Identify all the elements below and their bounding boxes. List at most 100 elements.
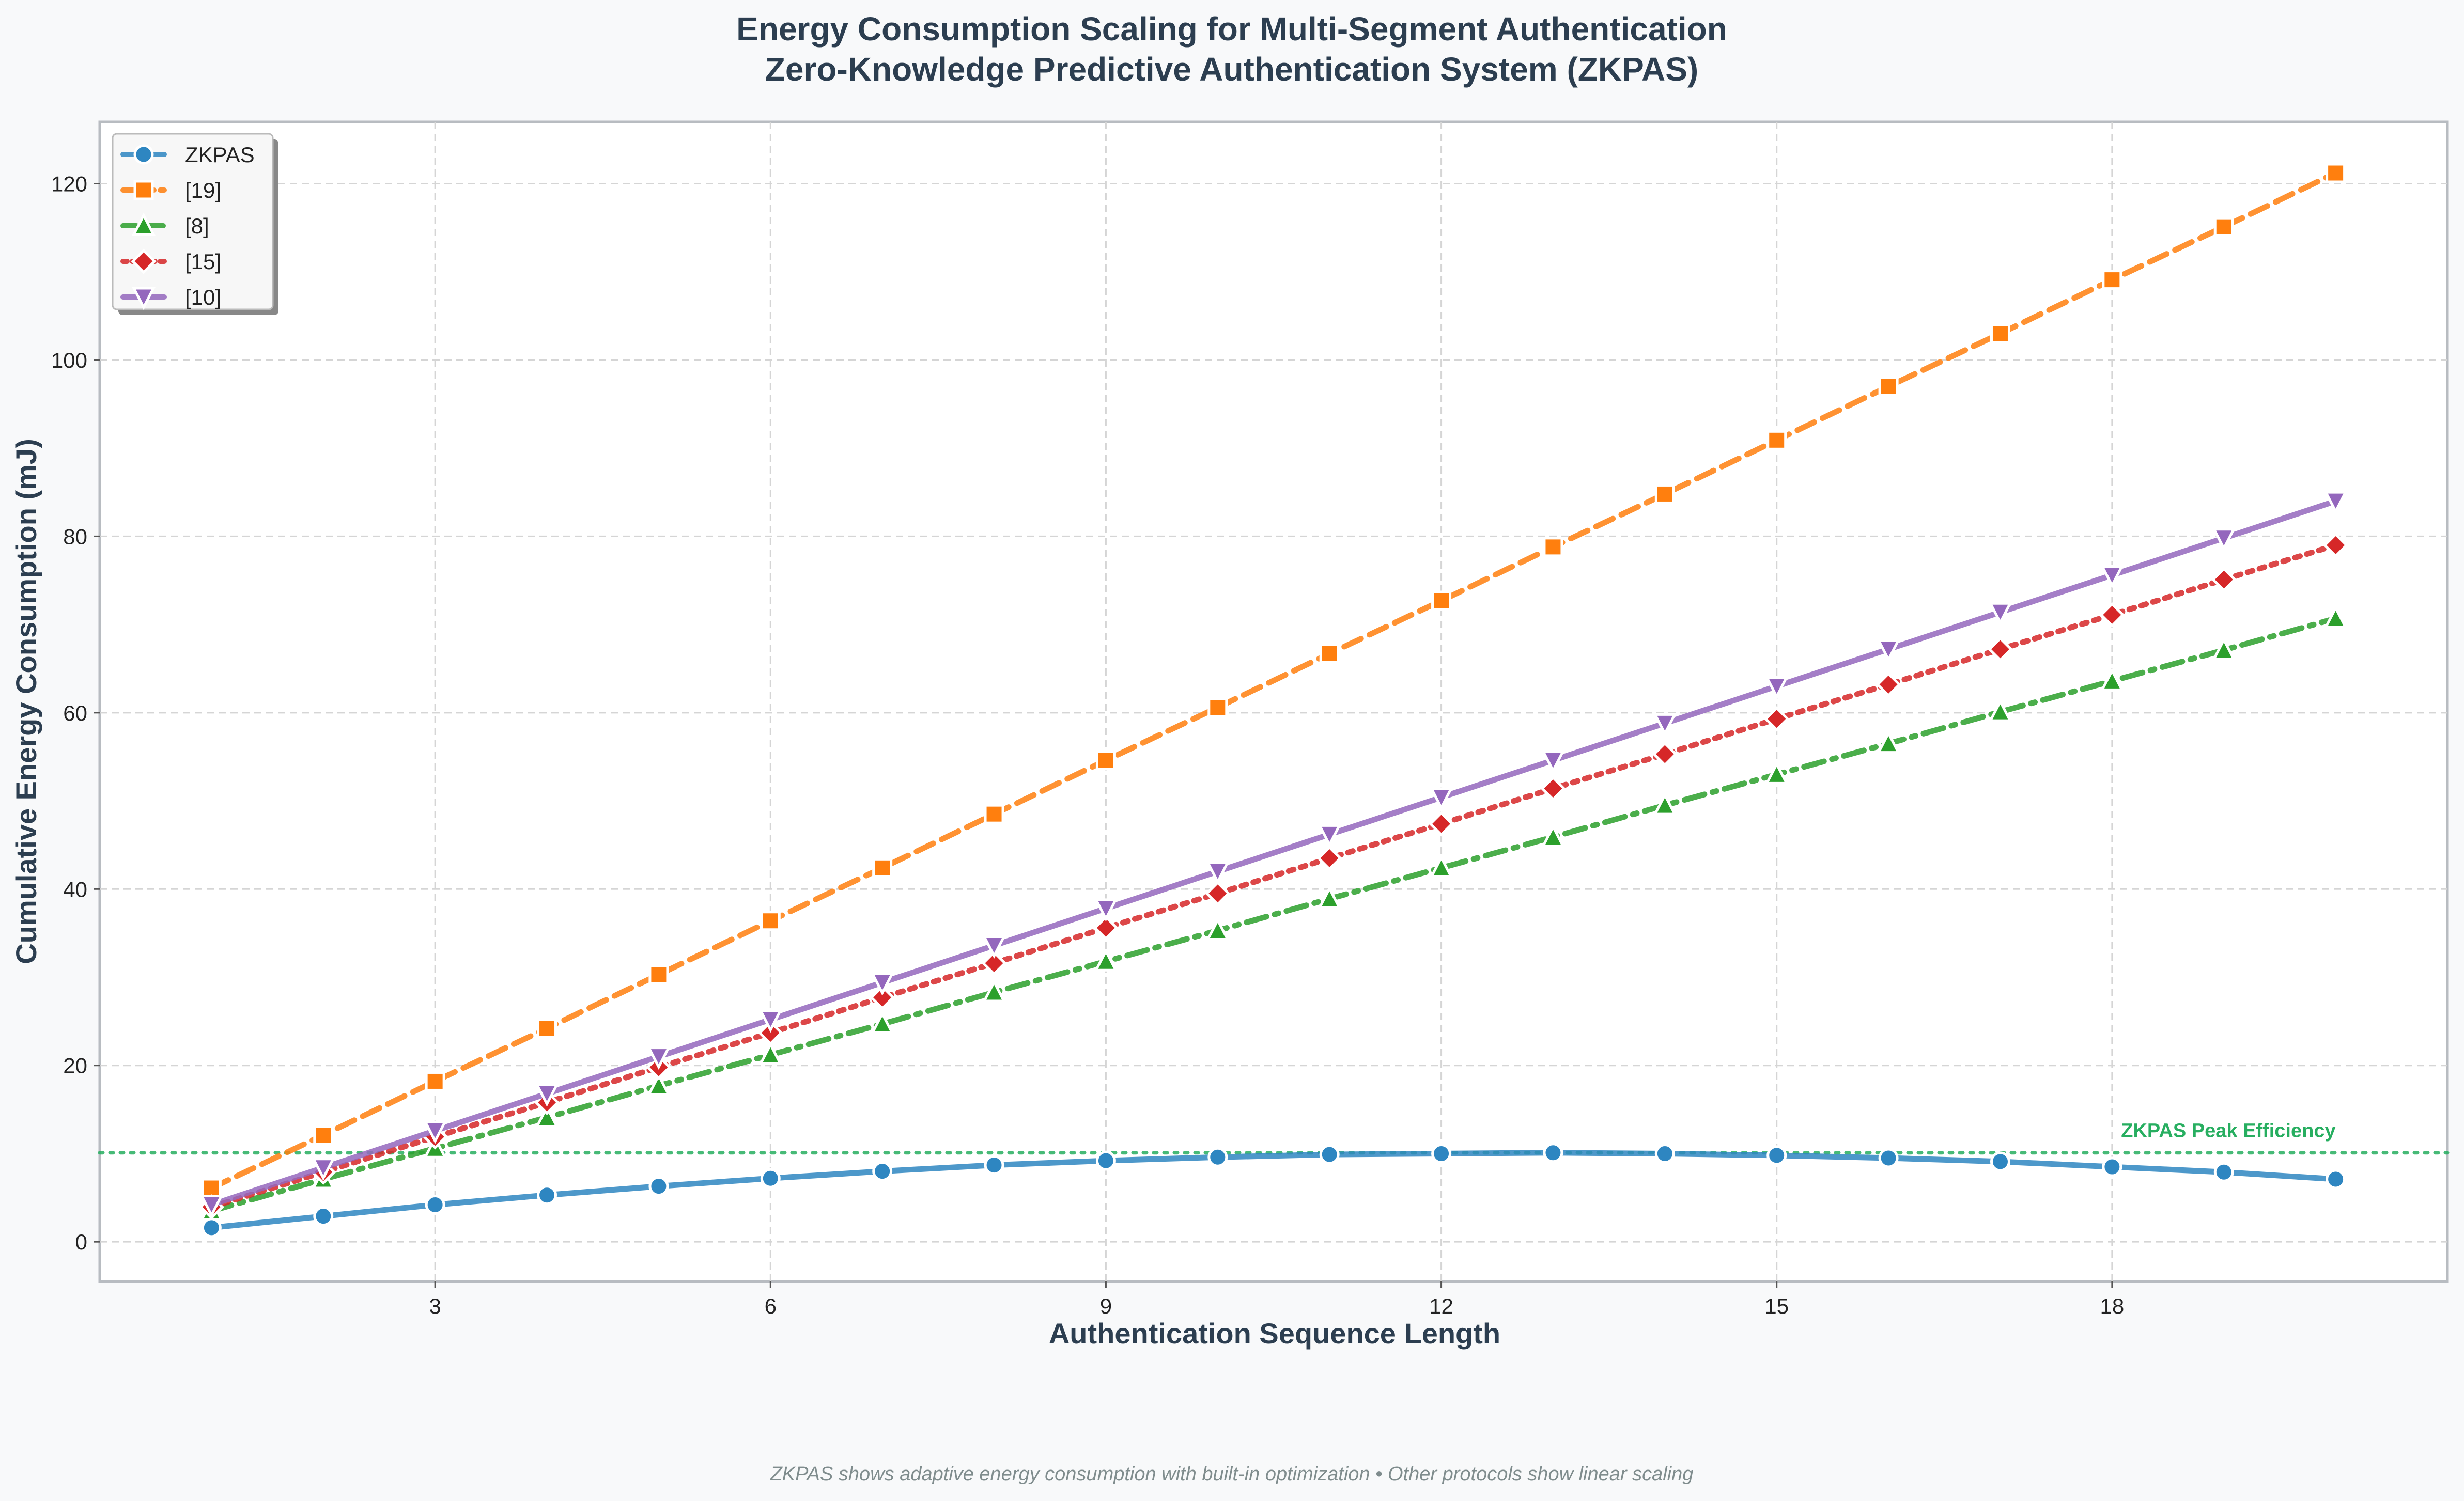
data-point bbox=[2102, 1156, 2122, 1177]
data-point bbox=[1653, 713, 1677, 737]
x-axis-label: Authentication Sequence Length bbox=[1049, 1317, 1500, 1350]
legend: ZKPAS [19] [8] [15] [10] bbox=[112, 133, 278, 315]
data-point bbox=[423, 1120, 447, 1144]
data-point bbox=[425, 1194, 445, 1215]
data-point bbox=[1205, 881, 1231, 906]
legend-box bbox=[112, 133, 274, 310]
series-10 bbox=[199, 491, 2348, 1218]
y-tick-label: 0 bbox=[75, 1230, 87, 1254]
plot-area bbox=[98, 120, 2449, 1283]
data-point bbox=[2100, 667, 2124, 691]
legend-marker bbox=[133, 180, 154, 200]
data-point bbox=[535, 1104, 559, 1128]
legend-label: ZKPAS bbox=[185, 143, 255, 167]
data-point bbox=[201, 1217, 222, 1238]
data-point bbox=[1095, 750, 1116, 771]
data-point bbox=[2099, 602, 2125, 628]
legend-items: ZKPAS [19] [8] [15] [10] bbox=[120, 143, 255, 310]
data-point bbox=[648, 964, 669, 985]
data-point bbox=[1654, 1143, 1675, 1164]
data-point bbox=[872, 1161, 893, 1182]
data-point bbox=[1543, 1143, 1563, 1163]
legend-label: [10] bbox=[185, 285, 221, 309]
data-point bbox=[537, 1018, 557, 1039]
series-line bbox=[208, 542, 2339, 1210]
data-point bbox=[648, 1176, 669, 1197]
data-point bbox=[1877, 730, 1901, 754]
data-point bbox=[982, 979, 1006, 1003]
x-tick-label: 6 bbox=[765, 1294, 777, 1318]
data-point bbox=[1764, 706, 1790, 732]
data-point bbox=[1431, 590, 1452, 611]
data-point bbox=[1878, 376, 1899, 397]
data-point bbox=[1987, 636, 2013, 662]
y-axis-label: Cumulative Energy Consumption (mJ) bbox=[10, 439, 42, 964]
legend-label: [19] bbox=[185, 178, 221, 202]
data-point bbox=[758, 1009, 783, 1033]
data-point bbox=[984, 1155, 1004, 1176]
y-tick-label: 20 bbox=[63, 1054, 87, 1078]
data-point bbox=[1205, 917, 1230, 941]
data-point bbox=[1094, 948, 1118, 972]
x-tick-label: 15 bbox=[1764, 1294, 1789, 1318]
data-point bbox=[1207, 697, 1228, 718]
data-point bbox=[757, 1020, 783, 1046]
y-tick-label: 120 bbox=[51, 172, 87, 196]
data-point bbox=[1316, 845, 1342, 871]
legend-label: [15] bbox=[185, 249, 221, 274]
reference-line-label: ZKPAS Peak Efficiency bbox=[2121, 1120, 2335, 1142]
data-point bbox=[2212, 528, 2236, 552]
data-point bbox=[311, 1158, 335, 1181]
series-line bbox=[208, 498, 2339, 1208]
x-tick-label: 12 bbox=[1429, 1294, 1453, 1318]
data-point bbox=[2211, 567, 2237, 592]
series-line bbox=[208, 170, 2339, 1191]
y-tick-label: 40 bbox=[63, 877, 87, 901]
data-point bbox=[1319, 1144, 1340, 1165]
data-point bbox=[1990, 323, 2010, 344]
data-point bbox=[1990, 1151, 2010, 1172]
data-point bbox=[1318, 885, 1342, 909]
series-line bbox=[208, 1150, 2339, 1231]
series-zkpas bbox=[201, 1143, 2346, 1238]
data-point bbox=[537, 1185, 557, 1206]
data-point bbox=[2323, 491, 2348, 514]
data-point bbox=[1093, 915, 1119, 941]
data-point bbox=[2212, 637, 2236, 661]
data-point bbox=[1764, 761, 1789, 785]
data-point bbox=[1095, 1150, 1116, 1171]
data-point bbox=[535, 1083, 559, 1107]
series-19 bbox=[201, 163, 2346, 1198]
data-point bbox=[982, 935, 1006, 959]
data-point bbox=[1429, 811, 1454, 837]
data-point bbox=[2213, 1162, 2234, 1182]
data-point bbox=[1878, 1148, 1899, 1168]
data-point bbox=[313, 1206, 334, 1227]
data-point bbox=[1988, 602, 2012, 626]
chart-subtitle: Zero-Knowledge Predictive Authentication… bbox=[765, 51, 1698, 88]
data-point bbox=[2326, 163, 2346, 183]
data-point bbox=[760, 1168, 781, 1189]
axis-ticks: 3 6 9 12 15 18 0 20 40 60 80 100 120 bbox=[51, 172, 2124, 1318]
data-point bbox=[1319, 643, 1340, 664]
data-point bbox=[1877, 639, 1901, 663]
data-point bbox=[981, 950, 1007, 976]
data-point bbox=[1205, 861, 1230, 885]
data-point bbox=[2100, 565, 2124, 588]
data-point bbox=[1429, 787, 1453, 811]
data-point bbox=[646, 1046, 671, 1070]
data-point bbox=[1988, 698, 2012, 722]
data-point bbox=[2326, 1169, 2346, 1190]
x-tick-label: 18 bbox=[2100, 1294, 2124, 1318]
data-point bbox=[1541, 750, 1566, 774]
data-point bbox=[760, 911, 781, 931]
data-point bbox=[872, 857, 893, 878]
legend-marker bbox=[133, 144, 154, 165]
reference-line-group: ZKPAS Peak Efficiency bbox=[98, 1120, 2450, 1155]
data-point bbox=[1766, 1145, 1787, 1166]
data-point bbox=[2102, 270, 2122, 290]
data-point bbox=[1207, 1147, 1228, 1167]
data-point bbox=[1654, 483, 1675, 504]
data-point bbox=[758, 1041, 783, 1065]
